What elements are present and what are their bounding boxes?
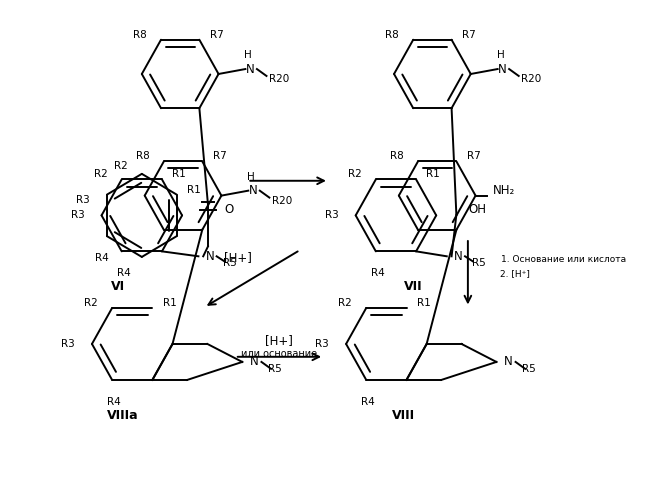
Text: O: O <box>224 204 233 216</box>
Text: R3: R3 <box>71 210 84 220</box>
Text: R5: R5 <box>223 258 237 268</box>
Text: R3: R3 <box>76 194 90 204</box>
Text: R7: R7 <box>210 30 224 40</box>
Text: R2: R2 <box>94 170 107 179</box>
Text: R2: R2 <box>114 161 128 171</box>
Text: R4: R4 <box>361 396 375 406</box>
Text: R5: R5 <box>522 364 536 374</box>
Text: N: N <box>504 356 512 368</box>
Text: R4: R4 <box>107 396 121 406</box>
Text: R1: R1 <box>426 170 440 179</box>
Text: R5: R5 <box>268 364 282 374</box>
Text: 2. [H⁺]: 2. [H⁺] <box>500 269 529 278</box>
Text: R3: R3 <box>61 339 75 349</box>
Text: H: H <box>245 50 252 60</box>
Text: R20: R20 <box>271 196 292 205</box>
Text: R8: R8 <box>385 30 399 40</box>
Text: R3: R3 <box>325 210 339 220</box>
Text: R8: R8 <box>133 30 146 40</box>
Text: R4: R4 <box>95 253 109 263</box>
Text: N: N <box>249 356 258 368</box>
Text: [H+]: [H+] <box>265 334 293 347</box>
Text: VI: VI <box>111 280 125 293</box>
Text: H: H <box>247 172 255 182</box>
Text: VIIIa: VIIIa <box>107 408 139 422</box>
Text: R20: R20 <box>269 74 289 84</box>
Text: VII: VII <box>404 280 422 293</box>
Text: R2: R2 <box>84 298 98 308</box>
Text: OH: OH <box>468 204 487 216</box>
Text: N: N <box>205 250 215 263</box>
Text: R2: R2 <box>338 298 352 308</box>
Text: [H+]: [H+] <box>224 252 252 264</box>
Text: H: H <box>496 50 504 60</box>
Text: R7: R7 <box>462 30 475 40</box>
Text: N: N <box>249 184 258 197</box>
Text: R2: R2 <box>348 170 362 179</box>
Text: или основание: или основание <box>241 349 317 359</box>
Text: R7: R7 <box>213 152 226 162</box>
Text: R1: R1 <box>163 298 177 308</box>
Text: R20: R20 <box>521 74 542 84</box>
Text: VIII: VIII <box>392 408 415 422</box>
Text: R5: R5 <box>472 258 485 268</box>
Text: R7: R7 <box>467 152 481 162</box>
Text: N: N <box>246 62 254 76</box>
Text: R4: R4 <box>371 268 385 278</box>
Text: NH₂: NH₂ <box>493 184 515 197</box>
Text: R1: R1 <box>173 170 186 179</box>
Text: R1: R1 <box>187 184 201 194</box>
Text: N: N <box>454 250 462 263</box>
Text: R8: R8 <box>390 152 404 162</box>
Text: R3: R3 <box>315 339 329 349</box>
Text: N: N <box>498 62 507 76</box>
Text: 1. Основание или кислота: 1. Основание или кислота <box>502 256 627 264</box>
Text: R8: R8 <box>136 152 150 162</box>
Text: R4: R4 <box>116 268 131 278</box>
Text: R1: R1 <box>417 298 430 308</box>
